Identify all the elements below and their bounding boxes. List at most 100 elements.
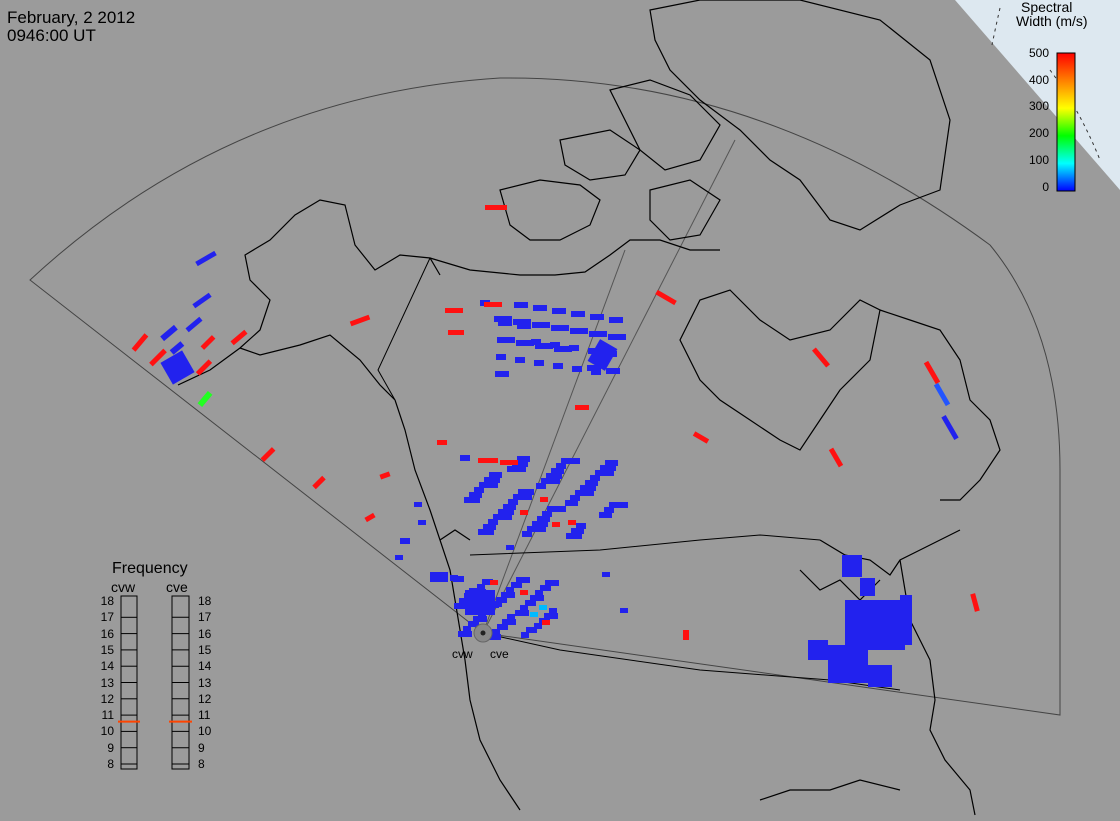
color-scale-tick: 500: [1028, 46, 1049, 60]
scatter-cell: [517, 323, 531, 329]
scatter-cell: [160, 350, 195, 385]
scatter-cell: [500, 460, 518, 465]
scatter-cell: [501, 592, 515, 598]
frequency-title: Frequency: [112, 560, 188, 577]
scatter-cell: [453, 576, 464, 582]
scatter-cell: [536, 483, 546, 489]
scatter-cell: [534, 360, 544, 366]
scatter-cell: [541, 478, 560, 484]
scatter-cell: [540, 585, 551, 591]
coastlines: [177, 0, 1001, 816]
scatter-cell: [516, 340, 534, 346]
scatter-cell: [808, 640, 828, 660]
scatter-cell: [546, 473, 562, 479]
scatter-cell: [812, 347, 830, 368]
scatter-cell: [478, 458, 498, 463]
map-corner-region: [955, 0, 1120, 190]
frequency-level-right: 10: [198, 724, 212, 739]
frequency-level-right: 11: [198, 708, 211, 723]
scatter-cell: [490, 580, 498, 585]
scatter-cell: [534, 623, 542, 629]
scatter-cell: [565, 500, 578, 506]
scatter-cell: [526, 627, 537, 633]
scatter-cell: [448, 330, 464, 335]
scatter-cell: [551, 468, 564, 474]
frequency-cvw-label: cvw: [111, 579, 136, 595]
scatter-cell: [489, 472, 502, 478]
scatter-cell: [522, 531, 532, 537]
frequency-level-right: 15: [198, 642, 212, 657]
scatter-cell: [400, 538, 410, 544]
scatter-cell: [518, 489, 534, 495]
scatter-cell: [185, 316, 203, 333]
scatter-cell: [527, 526, 546, 532]
scatter-cell: [605, 460, 618, 466]
frequency-level-left: 11: [101, 708, 114, 723]
scatter-cell: [683, 630, 689, 640]
scatter-cell: [469, 492, 482, 498]
scatter-cell: [195, 359, 213, 376]
scatter-cell: [620, 608, 628, 613]
scatter-cell: [540, 497, 548, 502]
scatter-cell: [547, 506, 566, 512]
scatter-cell: [494, 316, 512, 322]
scatter-cell: [537, 516, 550, 522]
scatter-cell: [572, 366, 582, 372]
scatter-cell: [550, 342, 560, 348]
scatter-cell: [131, 333, 149, 352]
frequency-level-right: 12: [198, 691, 212, 706]
scatter-cell: [655, 289, 677, 306]
color-scale-title-line1: Spectral: [1021, 0, 1073, 15]
scatter-cell: [149, 348, 167, 367]
scatter-cell: [508, 499, 518, 505]
frequency-level-left: 16: [100, 626, 114, 641]
scatter-cell: [349, 314, 371, 327]
scatter-cell: [568, 520, 576, 525]
scatter-cell: [544, 613, 558, 619]
scatter-cell: [414, 502, 422, 507]
scatter-cell: [599, 512, 612, 518]
frequency-level-left: 13: [100, 675, 114, 690]
scatter-cell: [492, 629, 500, 635]
scatter-cell: [312, 475, 326, 490]
scatter-cell: [430, 572, 448, 582]
scatter-cell: [484, 302, 502, 307]
scatter-cell: [604, 507, 614, 513]
frequency-boxes: [118, 595, 192, 770]
scatter-cell: [468, 621, 479, 627]
scatter-cell: [197, 390, 213, 408]
scatter-cell: [364, 512, 376, 523]
radar-site-dot: [480, 630, 486, 636]
scatter-cell: [588, 348, 598, 354]
scatter-cell: [498, 320, 512, 326]
frequency-level-right: 16: [198, 626, 212, 641]
scatter-cell: [602, 572, 610, 577]
frequency-level-left: 15: [100, 642, 114, 657]
scatter-cell: [498, 509, 514, 515]
scatter-cell: [566, 533, 582, 539]
scatter-cell: [535, 590, 543, 596]
scatter-cell: [542, 620, 550, 625]
scatter-cell: [590, 475, 600, 481]
scatter-cell: [477, 584, 485, 590]
scatter-cell: [580, 485, 596, 491]
scatter-cell: [554, 346, 572, 352]
scatter-cell: [589, 331, 607, 337]
scatter-cell: [512, 461, 528, 467]
scatter-cell: [860, 578, 875, 596]
scatter-cell: [395, 555, 403, 560]
scatter-cell: [513, 319, 531, 325]
scatter-cell: [941, 414, 959, 441]
fov-beam-line-1: [482, 139, 736, 634]
color-scale-tick: 200: [1028, 126, 1049, 140]
scatter-cell: [479, 482, 498, 488]
scatter-cell: [828, 645, 868, 683]
scatter-cell: [506, 587, 514, 593]
scatter-cell: [478, 529, 494, 535]
map-corner-dashes: [991, 7, 1101, 161]
scatter-cell: [868, 665, 892, 687]
scatter-cell: [587, 365, 601, 371]
scatter-cell: [561, 458, 580, 464]
